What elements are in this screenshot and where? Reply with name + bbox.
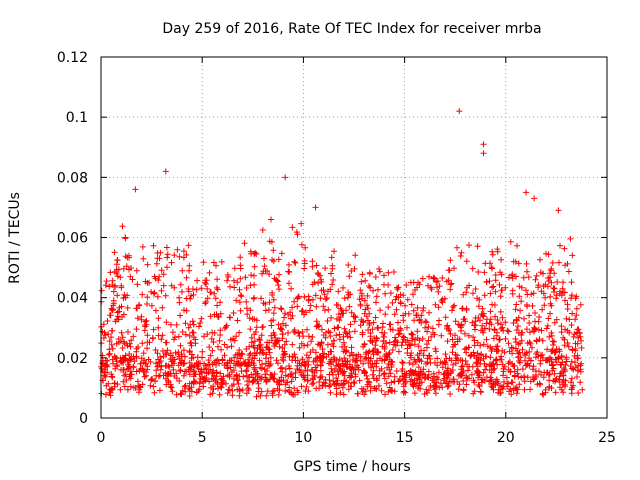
data-points: [98, 108, 586, 400]
y-tick-label: 0.12: [57, 50, 88, 66]
roti-outlier-point: [132, 186, 139, 193]
x-tick-label: 15: [396, 430, 414, 446]
roti-outlier-point: [531, 195, 538, 202]
x-tick-label: 10: [294, 430, 312, 446]
roti-outlier-point: [282, 174, 289, 181]
y-tick-label: 0.02: [57, 351, 88, 367]
y-axis-label: ROTI / TECUs: [7, 192, 23, 284]
roti-outlier-point: [480, 150, 487, 157]
y-tick-label: 0: [79, 411, 88, 427]
x-tick-label: 20: [497, 430, 515, 446]
chart-title: Day 259 of 2016, Rate Of TEC Index for r…: [162, 21, 541, 37]
x-tick-labels: 0 5 10 15 20 25: [97, 430, 616, 446]
roti-outlier-point: [480, 141, 487, 148]
roti-outlier-point: [122, 234, 129, 241]
roti-outlier-point: [555, 207, 562, 214]
roti-outlier-point: [312, 204, 319, 211]
roti-outlier-point: [162, 168, 169, 175]
roti-outlier-point: [268, 216, 275, 223]
y-tick-label: 0.1: [66, 110, 88, 126]
roti-outlier-point: [456, 108, 463, 115]
x-tick-label: 0: [97, 430, 106, 446]
y-tick-label: 0.06: [57, 231, 88, 247]
y-tick-label: 0.08: [57, 170, 88, 186]
y-tick-label: 0.04: [57, 291, 88, 307]
axis-ticks: [100, 56, 608, 419]
x-tick-label: 5: [198, 430, 207, 446]
x-tick-label: 25: [598, 430, 616, 446]
roti-outlier-point: [523, 189, 530, 196]
x-axis-label: GPS time / hours: [293, 459, 410, 475]
y-tick-labels: 0 0.02 0.04 0.06 0.08 0.1 0.12: [57, 50, 88, 427]
grid-lines: [101, 57, 607, 418]
roti-scatter-points: [98, 220, 586, 400]
